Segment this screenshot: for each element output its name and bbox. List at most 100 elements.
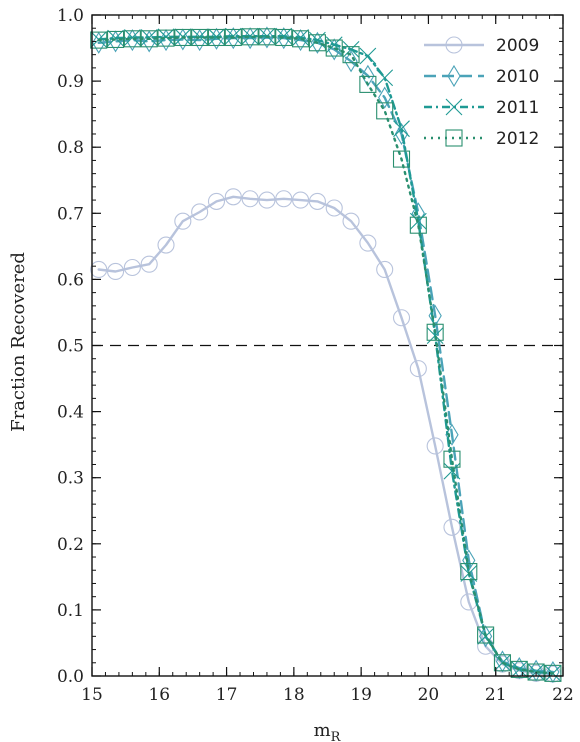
legend-label-2009: 2009: [496, 36, 539, 56]
data-point-2009: [292, 191, 310, 209]
data-point-2012: [90, 31, 108, 49]
data-point-2012: [308, 34, 326, 52]
data-point-2012: [292, 30, 310, 48]
data-point-2011: [426, 327, 444, 344]
data-point-2010: [344, 50, 358, 73]
x-tick-label: 16: [148, 685, 170, 705]
series-2009: [90, 188, 562, 683]
data-point-2012: [460, 563, 478, 581]
x-tick-label: 15: [81, 685, 103, 705]
data-point-2011: [325, 36, 343, 54]
legend-label-2012: 2012: [496, 129, 539, 149]
series-line-2009: [97, 195, 555, 676]
data-point-2009: [376, 260, 394, 279]
data-point-2011: [107, 29, 124, 47]
data-point-2012: [359, 75, 377, 93]
data-point-2012: [174, 28, 192, 47]
data-point-2009: [359, 234, 377, 252]
data-point-2012: [123, 30, 141, 48]
legend-marker-2009: [445, 36, 463, 54]
y-tick-label: 0.3: [57, 469, 84, 489]
y-tick-label: 0.0: [57, 667, 84, 687]
data-point-2012: [376, 102, 394, 120]
x-tick-label: 22: [552, 685, 574, 705]
data-point-2011: [376, 69, 394, 87]
x-tick-label: 20: [418, 685, 440, 705]
series-2012: [90, 28, 562, 682]
data-point-2011: [443, 462, 461, 480]
data-point-2011: [241, 27, 259, 45]
data-point-2012: [493, 654, 511, 672]
data-point-2012: [426, 323, 444, 341]
series-line-2010: [97, 36, 555, 674]
data-point-2009: [174, 212, 192, 230]
data-point-2009: [258, 191, 276, 209]
data-point-2012: [443, 450, 461, 468]
data-point-2012: [140, 30, 158, 48]
data-point-2011: [157, 28, 175, 46]
data-point-2012: [258, 28, 276, 46]
data-point-2011: [191, 28, 209, 46]
x-tick-label: 18: [283, 685, 305, 705]
series-layer: [90, 26, 562, 684]
data-point-2009: [224, 188, 242, 206]
x-axis-title: mR: [314, 720, 342, 742]
legend-entry-2010: 2010: [424, 64, 539, 88]
series-line-2011: [97, 35, 555, 675]
data-point-2011: [275, 27, 293, 45]
data-point-2012: [527, 663, 545, 681]
data-point-2012: [107, 30, 125, 49]
data-point-2012: [342, 46, 360, 64]
legend-marker-2012: [445, 129, 463, 147]
data-point-2009: [140, 255, 158, 273]
data-point-2012: [477, 626, 495, 644]
legend-entry-2012: 2012: [424, 129, 539, 149]
data-point-2011: [224, 27, 242, 45]
data-point-2009: [275, 190, 293, 208]
data-point-2010: [394, 122, 409, 146]
y-tick-label: 0.9: [57, 72, 84, 92]
data-point-2009: [409, 360, 427, 378]
data-point-2012: [191, 28, 209, 47]
legend-marker-2011: [445, 98, 463, 116]
axes-layer: 15 16 17 18 19 20 21 22 0.0 0.1 0.2 0.3 0.4 0.5 0.6 0.7…: [57, 6, 574, 705]
data-point-2011: [208, 28, 225, 46]
y-tick-label: 0.6: [57, 270, 84, 290]
data-point-2012: [392, 150, 411, 168]
y-tick-label: 1.0: [57, 6, 84, 26]
x-tick-label: 17: [216, 685, 238, 705]
x-tick-label: 21: [485, 685, 507, 705]
series-line-2012: [97, 35, 555, 675]
data-point-2009: [123, 258, 141, 277]
data-point-2009: [426, 437, 444, 455]
data-point-2009: [443, 518, 461, 536]
legend-entry-2009: 2009: [424, 36, 539, 56]
data-point-2010: [243, 27, 257, 50]
data-point-2009: [207, 192, 226, 210]
legend: 2009 2010 2011 2012: [424, 36, 539, 149]
y-tick-label: 0.5: [57, 337, 84, 357]
data-point-2012: [157, 29, 175, 47]
data-point-2011: [140, 29, 158, 46]
data-point-2012: [241, 28, 259, 46]
data-point-2012: [544, 664, 562, 682]
data-point-2009: [392, 309, 411, 327]
legend-label-2010: 2010: [496, 67, 539, 87]
data-point-2010: [226, 27, 240, 50]
data-point-2009: [90, 260, 108, 279]
y-tick-label: 0.2: [57, 535, 84, 555]
data-point-2009: [308, 192, 326, 210]
series-2010: [92, 26, 560, 684]
data-point-2009: [157, 236, 175, 254]
data-point-2011: [393, 120, 410, 138]
x-axis-title-main: m: [314, 720, 331, 741]
y-tick-label: 0.7: [57, 204, 84, 224]
data-point-2009: [241, 190, 259, 208]
data-point-2009: [325, 199, 343, 217]
legend-marker-2010: [447, 64, 461, 88]
data-point-2009: [107, 262, 125, 281]
data-point-2009: [342, 212, 360, 230]
data-point-2012: [325, 39, 343, 57]
data-point-2010: [378, 86, 392, 109]
